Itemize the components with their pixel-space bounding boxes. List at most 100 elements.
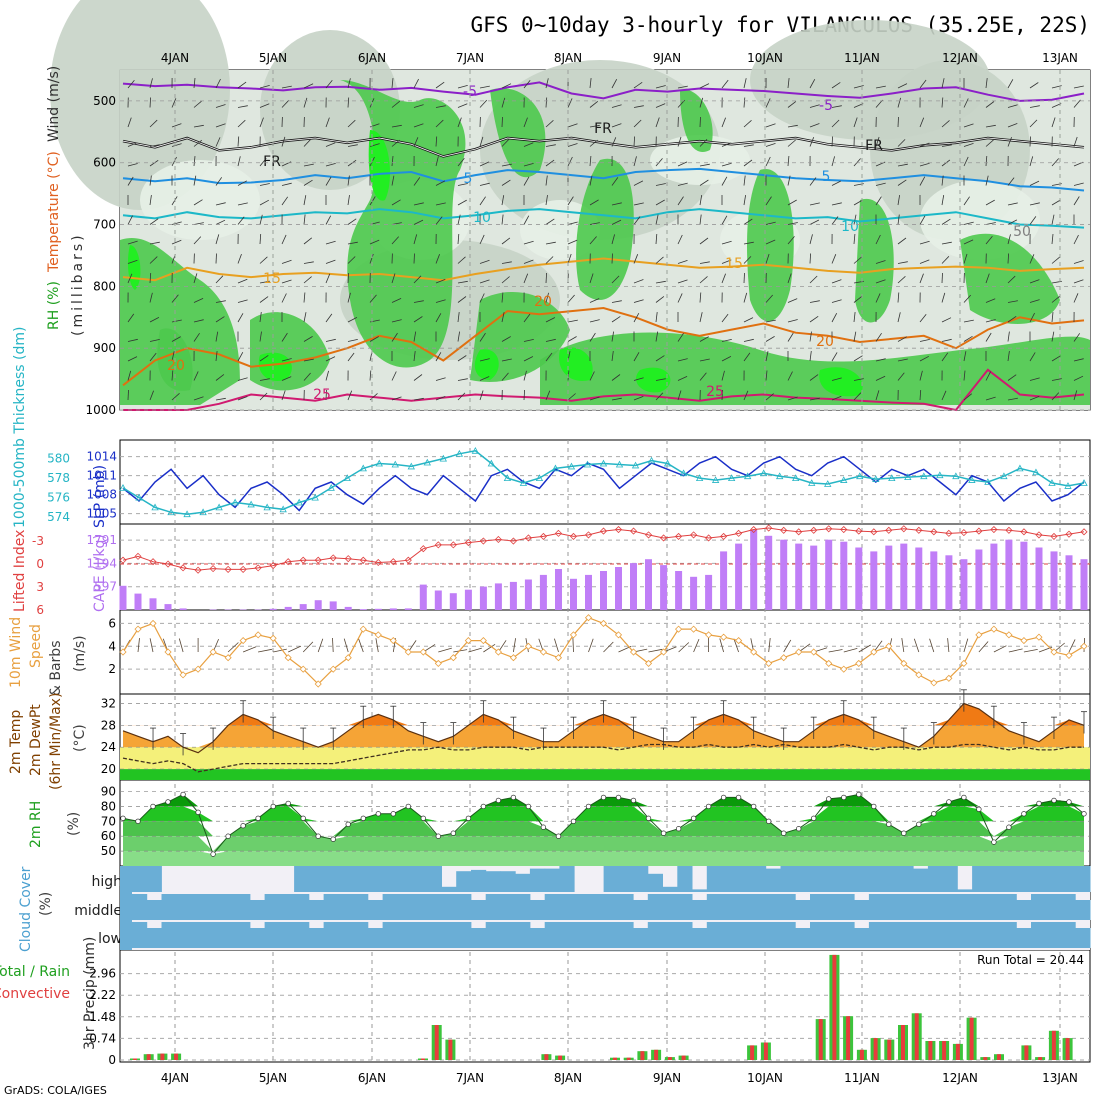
wind-barb — [435, 119, 444, 128]
wind-barb — [215, 300, 226, 303]
wind-barb — [831, 299, 842, 303]
rh-point — [525, 803, 532, 810]
wind-speed-point — [194, 665, 202, 673]
cloud-bar-middle — [692, 900, 708, 920]
wind-barb — [259, 214, 263, 225]
wind-barb — [303, 83, 314, 89]
wind-barb — [589, 396, 600, 401]
thickness-point — [279, 505, 287, 513]
wind-barb — [941, 272, 943, 284]
cloud-bar-high — [898, 866, 914, 892]
wind-barb — [963, 393, 973, 401]
cloud-bar-high — [972, 866, 988, 892]
wind-barb — [787, 273, 792, 284]
wind-barb — [853, 378, 864, 381]
wind-speed-point — [284, 654, 292, 662]
cloud-bar-middle — [235, 894, 251, 920]
thickness-point — [968, 476, 976, 483]
wind-barb-10m — [453, 649, 468, 653]
wind-barb — [677, 260, 688, 264]
wind-barb-10m — [332, 637, 334, 653]
wind-speed-point — [765, 659, 773, 667]
isotherm--5 — [122, 81, 1085, 102]
wind-barb — [589, 332, 596, 342]
wind-barb — [721, 79, 729, 89]
cloud-bar-middle — [1075, 900, 1091, 920]
wind-barb — [237, 119, 246, 128]
li-point — [885, 526, 893, 534]
top-date-label: 9JAN — [653, 51, 681, 65]
li-point — [554, 529, 563, 537]
cloud-bar-low — [397, 922, 413, 948]
cloud-bar-high — [1031, 866, 1047, 892]
rh-shade — [123, 836, 1084, 852]
cloud-level-middle: middle — [74, 903, 122, 919]
cloud-bar-middle — [883, 894, 899, 920]
wind-barb — [1007, 234, 1011, 245]
wind-barb-10m — [993, 645, 1007, 653]
wind-barb — [479, 161, 490, 167]
rh-shade — [123, 806, 1084, 822]
wind-barb — [963, 253, 968, 264]
cloud-bar-low — [367, 928, 383, 948]
wind-barb — [303, 276, 312, 284]
wind-barb — [985, 319, 996, 323]
wind-barb — [721, 339, 732, 342]
wind-barb — [699, 179, 709, 186]
cloud-bar-middle — [839, 894, 855, 920]
wind-barb — [765, 294, 773, 303]
wind-barb — [325, 80, 333, 89]
wind-barb — [193, 396, 204, 401]
cape-bar — [299, 604, 307, 610]
rh-point — [420, 815, 426, 821]
wind-barb — [325, 142, 336, 147]
wind-barb-10m — [227, 642, 239, 653]
wind-barb — [149, 272, 152, 284]
wind-barb — [809, 219, 820, 225]
rh-point — [630, 797, 637, 804]
cloud-bar-low — [839, 922, 855, 948]
li-point — [254, 564, 262, 572]
wind-barb — [325, 389, 327, 401]
rh-point — [1036, 800, 1042, 807]
li-point — [629, 527, 638, 535]
thickness-point — [872, 475, 880, 482]
slp-tick-label: 1014 — [86, 450, 117, 464]
wind-barb — [479, 332, 486, 342]
precip-conv-bar — [654, 1049, 659, 1060]
wind-barb — [699, 312, 703, 323]
wind-barb — [237, 216, 245, 225]
cloud-bar-low — [1075, 928, 1091, 948]
cape-bar — [720, 551, 728, 610]
thickness-point — [631, 461, 640, 469]
cloud-bar-high — [323, 866, 339, 892]
wind-barb — [215, 123, 226, 128]
li-axis-label: Lifted Index — [12, 530, 28, 612]
wind-barb — [347, 119, 356, 128]
wind-barb — [985, 139, 994, 147]
cape-bar — [945, 555, 953, 610]
wind-barb — [611, 275, 620, 284]
wind-barb-10m — [1008, 648, 1023, 653]
li-point — [374, 558, 382, 567]
cape-bar — [705, 574, 713, 610]
contour-label: 5 — [464, 171, 473, 187]
wind-barb — [545, 218, 555, 225]
rh-point — [390, 811, 396, 817]
wind-barb — [919, 313, 927, 323]
wind-barb — [985, 298, 996, 303]
wind-barb — [237, 313, 244, 323]
wind-barb — [699, 372, 707, 381]
rh-tick-label: 70 — [101, 814, 116, 828]
rh-point — [856, 791, 862, 798]
wind-barb — [919, 162, 930, 167]
wind-barb — [479, 234, 485, 245]
cloud-bar-high — [736, 866, 752, 892]
thickness-point — [1048, 479, 1056, 486]
wind-barb — [1007, 219, 1018, 225]
wind-barb-10m — [178, 638, 184, 653]
thickness-point — [551, 464, 560, 472]
wind-barb — [699, 292, 702, 303]
wind-barb — [391, 236, 399, 245]
wind-speed-point — [149, 619, 157, 627]
